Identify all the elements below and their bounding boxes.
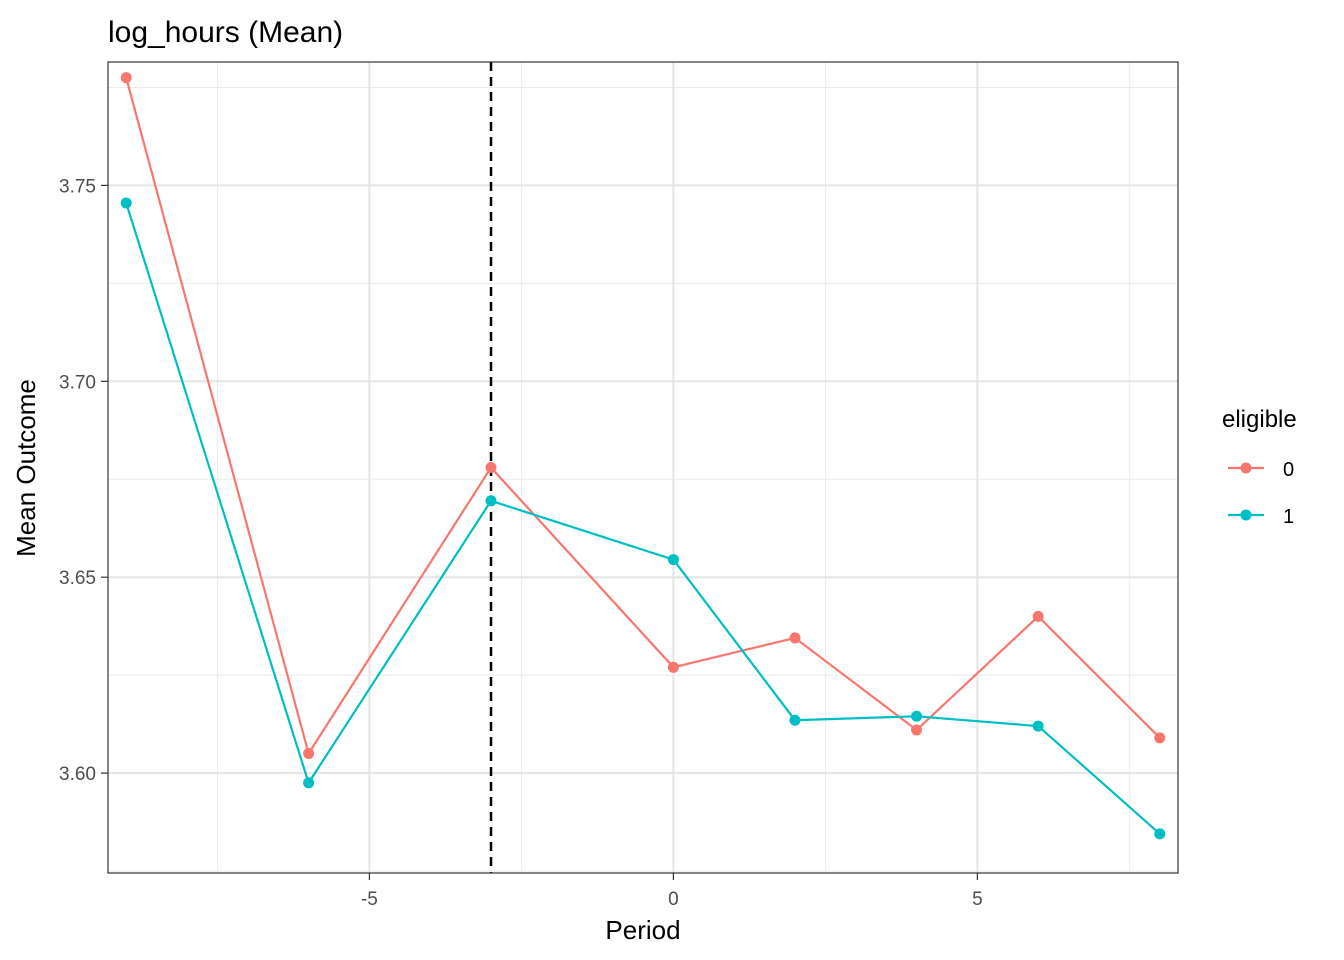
x-tick-label: -5 [361,889,378,910]
data-point [303,777,315,789]
data-point [789,714,801,726]
series-0 [120,72,1166,760]
data-point [1032,610,1044,622]
y-axis-title: Mean Outcome [11,379,41,557]
legend-key-point [1240,462,1252,474]
data-point [911,710,923,722]
series-line-1 [125,202,1161,835]
x-axis-ticks: -5 0 5 [361,873,983,910]
legend-item-0: 0 [1228,459,1294,481]
legend-items: 01 [1228,459,1294,528]
series-1 [120,197,1166,840]
data-point [667,661,679,673]
x-tick-label: 0 [668,889,679,910]
y-axis-ticks: 3.60 3.65 3.70 3.75 [59,176,108,785]
data-point [1154,828,1166,840]
data-point [911,724,923,736]
x-axis-title: Period [605,915,680,945]
data-point [1032,720,1044,732]
series-layer [120,72,1166,840]
series-line-0 [125,77,1161,757]
data-point [485,462,497,473]
grid-layer [108,62,1178,873]
plot-panel-border [107,61,1179,874]
data-point [303,748,315,760]
legend: eligible 01 [1222,406,1297,528]
y-tick-label: 3.65 [59,568,96,589]
y-tick-label: 3.75 [59,176,96,197]
x-tick-label: 5 [972,889,983,910]
data-point [789,632,801,644]
data-point [667,554,679,566]
y-tick-label: 3.70 [59,372,96,393]
y-tick-label: 3.60 [59,764,96,785]
data-point [485,495,497,507]
data-point [120,197,132,209]
data-point [120,72,132,84]
legend-item-1: 1 [1228,506,1294,528]
legend-title: eligible [1222,406,1297,433]
chart-title: log_hours (Mean) [108,16,343,49]
legend-label: 1 [1283,506,1294,528]
legend-key-point [1240,509,1252,521]
data-point [1154,732,1166,744]
legend-label: 0 [1283,459,1294,481]
